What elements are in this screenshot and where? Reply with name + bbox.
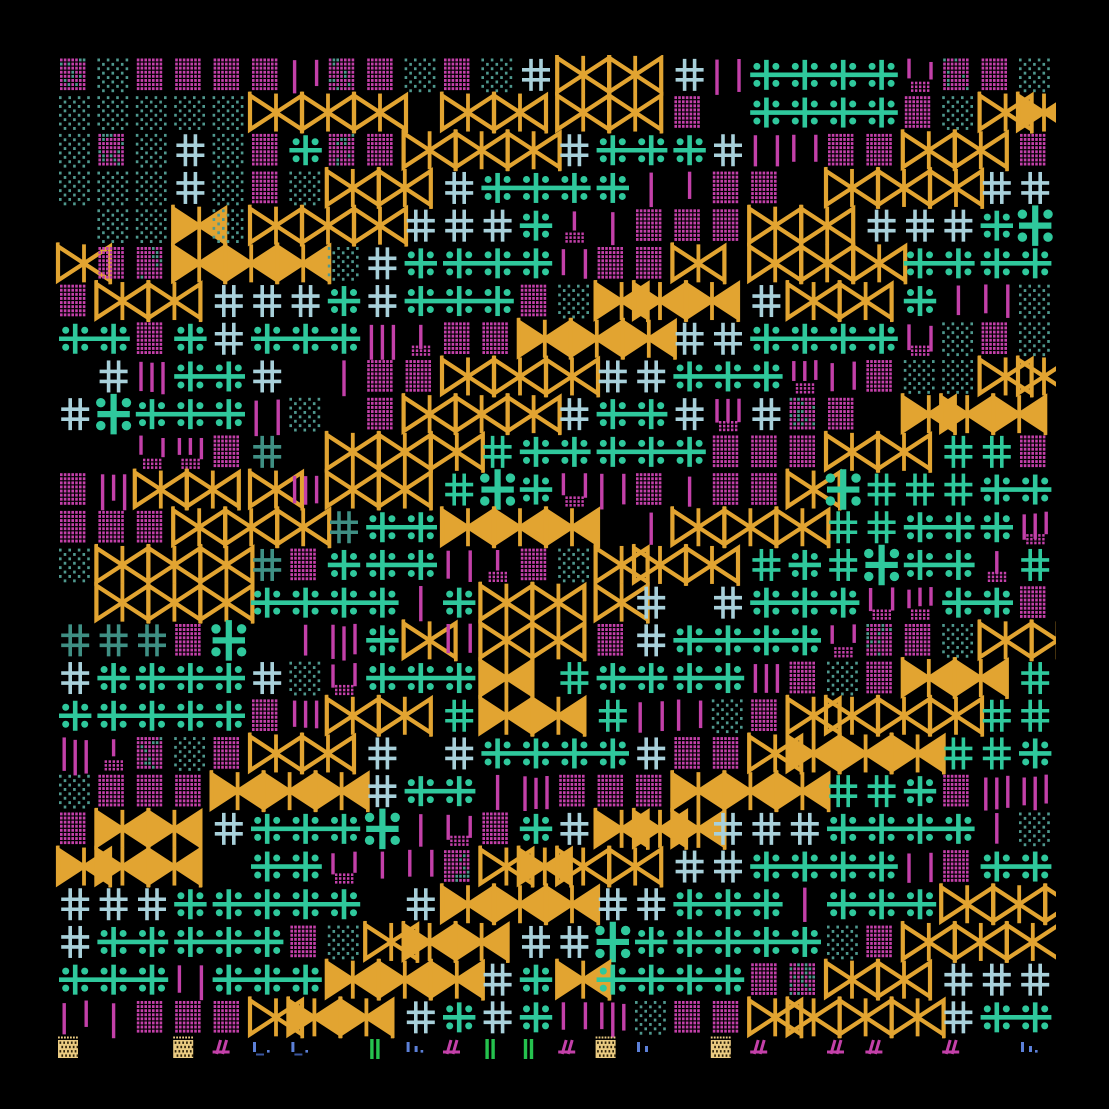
- artwork: [55, 55, 1056, 1059]
- glyph-grid-canvas: [55, 55, 1056, 1059]
